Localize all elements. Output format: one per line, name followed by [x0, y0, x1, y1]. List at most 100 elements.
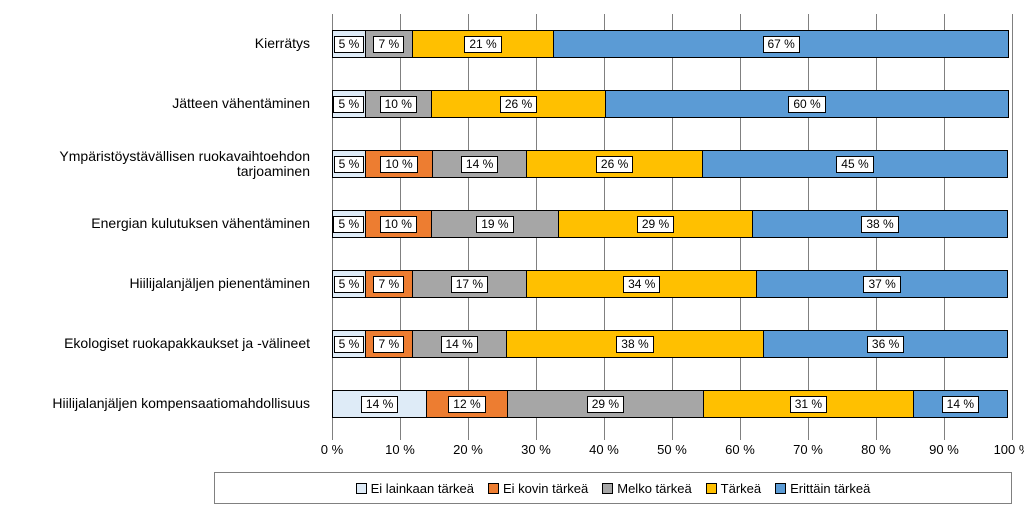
bar-segment: 29 % [558, 210, 753, 238]
category-label: Jätteen vähentäminen [0, 74, 322, 134]
segment-value-label: 7 % [373, 276, 404, 293]
segment-value-label: 12 % [448, 396, 485, 413]
bar-segment: 7 % [365, 270, 413, 298]
segment-value-label: 26 % [596, 156, 633, 173]
legend-item: Ei lainkaan tärkeä [356, 481, 474, 496]
segment-value-label: 19 % [476, 216, 513, 233]
legend-swatch [356, 483, 367, 494]
bar-segment: 12 % [426, 390, 508, 418]
bar-segment: 7 % [365, 30, 413, 58]
x-tick [740, 434, 741, 440]
x-tick-label: 100 % [994, 442, 1024, 457]
segment-value-label: 29 % [587, 396, 624, 413]
bar-segment: 67 % [553, 30, 1009, 58]
segment-value-label: 5 % [333, 96, 364, 113]
segment-value-label: 60 % [788, 96, 825, 113]
segment-value-label: 36 % [867, 336, 904, 353]
segment-value-label: 67 % [763, 36, 800, 53]
segment-value-label: 14 % [461, 156, 498, 173]
category-label: Hiilijalanjäljen pienentäminen [0, 254, 322, 314]
bar-segment: 5 % [332, 90, 366, 118]
segment-value-label: 10 % [380, 216, 417, 233]
x-tick [468, 434, 469, 440]
x-tick [944, 434, 945, 440]
segment-value-label: 5 % [334, 156, 365, 173]
x-tick [1012, 434, 1013, 440]
bar-row: Jätteen vähentäminen 5 % 10 % 26 % 60 % [0, 74, 1012, 134]
bar-row: Kierrätys 5 % 7 % 21 % 67 % [0, 14, 1012, 74]
bar-segment: 38 % [506, 330, 764, 358]
category-label: Hiilijalanjäljen kompensaatiomahdollisuu… [0, 374, 322, 434]
x-tick-label: 40 % [589, 442, 619, 457]
x-tick [400, 434, 401, 440]
bar-segment: 10 % [365, 150, 433, 178]
bar-track: 5 % 7 % 21 % 67 % [332, 30, 1012, 58]
legend-item: Erittäin tärkeä [775, 481, 870, 496]
rows-container: Kierrätys 5 % 7 % 21 % 67 % Jätteen vähentämi… [0, 14, 1012, 434]
bar-segment: 5 % [332, 210, 366, 238]
category-label: Ympäristöystävällisen ruokavaihtoehdon t… [0, 134, 322, 194]
segment-value-label: 45 % [836, 156, 873, 173]
bar-track: 5 % 10 % 14 % 26 % 45 % [332, 150, 1012, 178]
bar-segment: 31 % [703, 390, 914, 418]
bar-segment: 14 % [913, 390, 1008, 418]
segment-value-label: 34 % [623, 276, 660, 293]
bar-segment: 34 % [526, 270, 757, 298]
segment-value-label: 21 % [464, 36, 501, 53]
segment-value-label: 29 % [637, 216, 674, 233]
bar-segment: 36 % [763, 330, 1008, 358]
bar-segment: 26 % [431, 90, 606, 118]
bar-segment: 10 % [365, 90, 432, 118]
segment-value-label: 14 % [942, 396, 979, 413]
x-tick-label: 50 % [657, 442, 687, 457]
bar-segment: 14 % [412, 330, 507, 358]
legend-swatch [775, 483, 786, 494]
category-label: Ekologiset ruokapakkaukset ja -välineet [0, 314, 322, 374]
x-tick-label: 60 % [725, 442, 755, 457]
bar-row: Hiilijalanjäljen pienentäminen5 %7 %17 %… [0, 254, 1012, 314]
bar-segment: 37 % [756, 270, 1008, 298]
bar-track: 5 %7 %17 %34 %37 % [332, 270, 1012, 298]
bar-track: 5 % 10 % 26 % 60 % [332, 90, 1012, 118]
x-tick [332, 434, 333, 440]
segment-value-label: 26 % [500, 96, 537, 113]
category-label: Energian kulutuksen vähentäminen [0, 194, 322, 254]
bar-track: 5 % 7 % 14 % 38 % 36 % [332, 330, 1012, 358]
legend-item: Ei kovin tärkeä [488, 481, 588, 496]
legend-swatch [488, 483, 499, 494]
bar-segment: 5 % [332, 330, 366, 358]
legend-label: Erittäin tärkeä [790, 481, 870, 496]
bar-segment: 14 % [332, 390, 427, 418]
segment-value-label: 10 % [380, 96, 417, 113]
x-tick-label: 30 % [521, 442, 551, 457]
legend-label: Ei kovin tärkeä [503, 481, 588, 496]
legend-label: Melko tärkeä [617, 481, 691, 496]
segment-value-label: 14 % [361, 396, 398, 413]
x-tick-label: 0 % [321, 442, 343, 457]
stacked-bar-chart: Kierrätys 5 % 7 % 21 % 67 % Jätteen vähentämi… [0, 0, 1024, 509]
segment-value-label: 17 % [451, 276, 488, 293]
bar-segment: 5 % [332, 30, 366, 58]
segment-value-label: 38 % [616, 336, 653, 353]
segment-value-label: 7 % [373, 36, 404, 53]
bar-segment: 5 % [332, 150, 366, 178]
legend-swatch [706, 483, 717, 494]
bar-segment: 21 % [412, 30, 555, 58]
bar-row: Ympäristöystävällisen ruokavaihtoehdon t… [0, 134, 1012, 194]
bar-track: 14 % 12 % 29 % 31 % 14 % [332, 390, 1012, 418]
legend-label: Tärkeä [721, 481, 761, 496]
x-tick-label: 20 % [453, 442, 483, 457]
segment-value-label: 5 % [334, 336, 365, 353]
bar-track: 5 % 10 % 19 % 29 % 38 % [332, 210, 1012, 238]
bar-row: Energian kulutuksen vähentäminen 5 % 10 % 1… [0, 194, 1012, 254]
x-tick [876, 434, 877, 440]
bar-segment: 26 % [526, 150, 703, 178]
category-label: Kierrätys [0, 14, 322, 74]
segment-value-label: 5 % [333, 216, 364, 233]
segment-value-label: 14 % [441, 336, 478, 353]
legend-swatch [602, 483, 613, 494]
segment-value-label: 10 % [380, 156, 417, 173]
bar-segment: 38 % [752, 210, 1008, 238]
segment-value-label: 7 % [373, 336, 404, 353]
plot-area: Kierrätys 5 % 7 % 21 % 67 % Jätteen vähentämi… [0, 14, 1012, 434]
